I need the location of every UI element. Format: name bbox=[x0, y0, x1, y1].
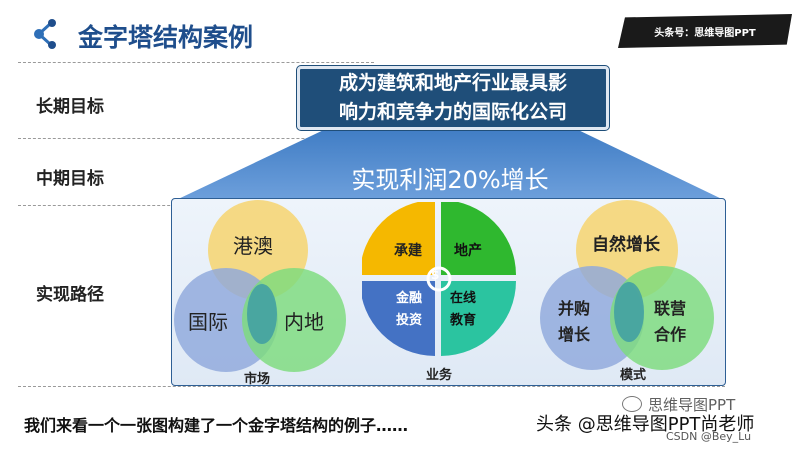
share-network-icon bbox=[34, 19, 56, 49]
long-term-goal-line1: 成为建筑和地产行业最具影 bbox=[338, 72, 567, 94]
watermark-logo-text: 思维导图PPT bbox=[648, 396, 736, 414]
mode-merger: 并购 增长 bbox=[558, 299, 591, 344]
market-domestic: 内地 bbox=[284, 310, 324, 334]
long-term-goal-line2: 响力和竞争力的国际化公司 bbox=[338, 101, 567, 123]
market-hkmacau: 港澳 bbox=[233, 234, 273, 258]
dollar-icon: $ bbox=[431, 268, 440, 282]
footer-text: 我们来看一个一张图构建了一个金字塔结构的例子…… bbox=[24, 416, 409, 435]
venn-overlap-mode bbox=[614, 282, 644, 342]
mid-term-goal: 实现利润20%增长 bbox=[351, 166, 549, 194]
business-construction: 承建 bbox=[394, 243, 422, 259]
divider-long-term bbox=[18, 138, 374, 139]
mode-organic: 自然增长 bbox=[592, 235, 660, 255]
divider-top bbox=[18, 62, 374, 63]
page-title: 金字塔结构案例 bbox=[78, 23, 254, 52]
quadrant-finance bbox=[362, 281, 435, 356]
business-quadrant-chart bbox=[362, 202, 516, 356]
wechat-icon bbox=[622, 396, 642, 412]
brand-badge: 头条号：思维导图PPT bbox=[618, 14, 792, 48]
market-caption: 市场 bbox=[244, 372, 271, 387]
divider-path bbox=[18, 386, 725, 387]
market-international: 国际 bbox=[188, 310, 228, 334]
watermark-text: 头条 @思维导图PPT尚老师 bbox=[536, 414, 755, 435]
venn-overlap-market bbox=[247, 284, 277, 344]
quadrant-realestate bbox=[441, 202, 516, 275]
business-education: 在线 教育 bbox=[450, 291, 477, 328]
path-label: 实现路径 bbox=[36, 285, 104, 305]
mode-jointventure: 联营 合作 bbox=[654, 299, 687, 344]
quadrant-education bbox=[441, 281, 516, 356]
mode-caption: 模式 bbox=[620, 368, 647, 383]
long-term-goal-box: 成为建筑和地产行业最具影 响力和竞争力的国际化公司 bbox=[297, 66, 609, 130]
business-caption: 业务 bbox=[426, 368, 453, 383]
mid-term-label: 中期目标 bbox=[36, 169, 104, 189]
business-realestate: 地产 bbox=[454, 243, 482, 259]
business-finance: 金融 投资 bbox=[396, 291, 423, 328]
long-term-label: 长期目标 bbox=[36, 97, 104, 117]
pyramid-shape bbox=[174, 127, 726, 201]
quadrant-construction bbox=[362, 202, 435, 275]
csdn-watermark: CSDN @Bey_Lu bbox=[666, 430, 752, 443]
